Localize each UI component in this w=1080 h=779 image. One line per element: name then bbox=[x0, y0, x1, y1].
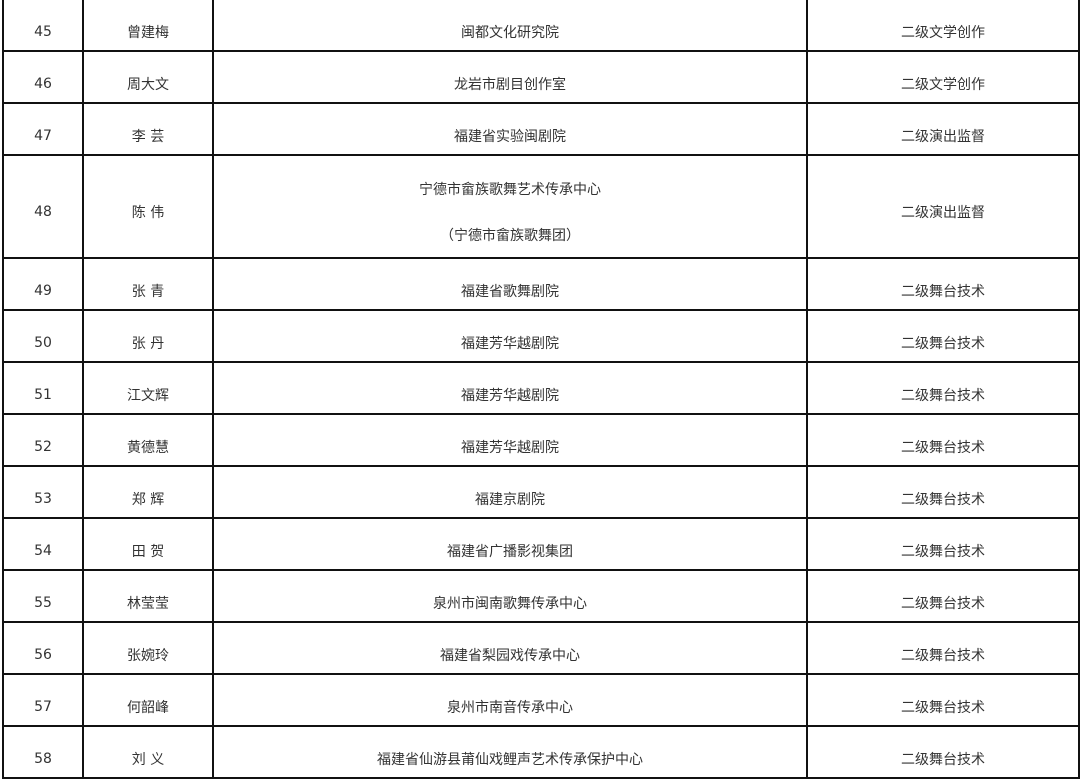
organization: 福建省仙游县莆仙戏鲤声艺术传承保护中心 bbox=[212, 725, 808, 779]
person-name: 黄德慧 bbox=[82, 413, 214, 467]
row-number: 53 bbox=[2, 465, 84, 519]
professional-title: 二级舞台技术 bbox=[806, 361, 1080, 415]
organization-line: 泉州市闽南歌舞传承中心 bbox=[433, 596, 587, 612]
person-name: 张 青 bbox=[82, 257, 214, 311]
row-number: 51 bbox=[2, 361, 84, 415]
person-name: 江文辉 bbox=[82, 361, 214, 415]
row-number: 47 bbox=[2, 102, 84, 156]
person-name: 林莹莹 bbox=[82, 569, 214, 623]
organization-line: 福建省仙游县莆仙戏鲤声艺术传承保护中心 bbox=[377, 752, 643, 768]
table-row: 55 林莹莹泉州市闽南歌舞传承中心 二级舞台技术 bbox=[2, 569, 1080, 623]
row-number: 56 bbox=[2, 621, 84, 675]
organization-line: 福建芳华越剧院 bbox=[461, 336, 559, 352]
organization-line: 福建芳华越剧院 bbox=[461, 440, 559, 456]
organization-line: 宁德市畲族歌舞艺术传承中心 bbox=[419, 181, 601, 198]
person-name: 陈 伟 bbox=[82, 154, 214, 259]
organization-line: 福建省广播影视集团 bbox=[447, 544, 573, 560]
person-name: 田 贺 bbox=[82, 517, 214, 571]
professional-title: 二级舞台技术 bbox=[806, 569, 1080, 623]
professional-title: 二级舞台技术 bbox=[806, 725, 1080, 779]
table-row: 45 曾建梅 闽都文化研究院 二级文学创作 bbox=[2, 0, 1080, 52]
person-name: 刘 义 bbox=[82, 725, 214, 779]
person-name: 张婉玲 bbox=[82, 621, 214, 675]
organization: 福建省广播影视集团 bbox=[212, 517, 808, 571]
organization-line: 福建省实验闽剧院 bbox=[454, 129, 566, 145]
row-number: 52 bbox=[2, 413, 84, 467]
professional-title: 二级舞台技术 bbox=[806, 465, 1080, 519]
organization: 龙岩市剧目创作室 bbox=[212, 50, 808, 104]
professional-title: 二级舞台技术 bbox=[806, 257, 1080, 311]
table-row: 53 郑 辉福建京剧院 二级舞台技术 bbox=[2, 465, 1080, 519]
organization: 福建省梨园戏传承中心 bbox=[212, 621, 808, 675]
row-number: 57 bbox=[2, 673, 84, 727]
organization: 福建芳华越剧院 bbox=[212, 309, 808, 363]
organization: 泉州市南音传承中心 bbox=[212, 673, 808, 727]
person-name: 张 丹 bbox=[82, 309, 214, 363]
professional-title: 二级演出监督 bbox=[806, 102, 1080, 156]
person-name: 周大文 bbox=[82, 50, 214, 104]
organization-line: 福建芳华越剧院 bbox=[461, 388, 559, 404]
table-row: 49 张 青福建省歌舞剧院 二级舞台技术 bbox=[2, 257, 1080, 311]
row-number: 55 bbox=[2, 569, 84, 623]
person-name: 李 芸 bbox=[82, 102, 214, 156]
professional-title: 二级演出监督 bbox=[806, 154, 1080, 259]
row-number: 45 bbox=[2, 0, 84, 52]
organization: 福建京剧院 bbox=[212, 465, 808, 519]
organization: 福建省实验闽剧院 bbox=[212, 102, 808, 156]
table-row: 48 陈 伟 宁德市畲族歌舞艺术传承中心 （宁德市畲族歌舞团） 二级演出监督 bbox=[2, 154, 1080, 259]
person-name: 郑 辉 bbox=[82, 465, 214, 519]
organization: 闽都文化研究院 bbox=[212, 0, 808, 52]
table-row: 58 刘 义福建省仙游县莆仙戏鲤声艺术传承保护中心 二级舞台技术 bbox=[2, 725, 1080, 779]
organization: 福建省歌舞剧院 bbox=[212, 257, 808, 311]
row-number: 49 bbox=[2, 257, 84, 311]
table-row: 54 田 贺福建省广播影视集团 二级舞台技术 bbox=[2, 517, 1080, 571]
organization: 泉州市闽南歌舞传承中心 bbox=[212, 569, 808, 623]
professional-title: 二级舞台技术 bbox=[806, 309, 1080, 363]
professional-title: 二级舞台技术 bbox=[806, 621, 1080, 675]
table-row: 47 李 芸福建省实验闽剧院 二级演出监督 bbox=[2, 102, 1080, 156]
organization-line: 闽都文化研究院 bbox=[461, 25, 559, 41]
table-row: 51 江文辉福建芳华越剧院 二级舞台技术 bbox=[2, 361, 1080, 415]
professional-title: 二级舞台技术 bbox=[806, 517, 1080, 571]
organization: 福建芳华越剧院 bbox=[212, 413, 808, 467]
organization-line: 福建京剧院 bbox=[475, 492, 545, 508]
table-row: 52 黄德慧福建芳华越剧院 二级舞台技术 bbox=[2, 413, 1080, 467]
person-name: 曾建梅 bbox=[82, 0, 214, 52]
row-number: 48 bbox=[2, 154, 84, 259]
professional-title: 二级文学创作 bbox=[806, 0, 1080, 52]
row-number: 50 bbox=[2, 309, 84, 363]
organization-line: 福建省梨园戏传承中心 bbox=[440, 648, 580, 664]
organization-line: 泉州市南音传承中心 bbox=[447, 700, 573, 716]
person-name: 何韶峰 bbox=[82, 673, 214, 727]
row-number: 58 bbox=[2, 725, 84, 779]
organization: 福建芳华越剧院 bbox=[212, 361, 808, 415]
row-number: 54 bbox=[2, 517, 84, 571]
table-row: 56 张婉玲福建省梨园戏传承中心 二级舞台技术 bbox=[2, 621, 1080, 675]
table-row: 50 张 丹福建芳华越剧院 二级舞台技术 bbox=[2, 309, 1080, 363]
professional-title: 二级文学创作 bbox=[806, 50, 1080, 104]
row-number: 46 bbox=[2, 50, 84, 104]
professional-title: 二级舞台技术 bbox=[806, 413, 1080, 467]
table-row: 57 何韶峰泉州市南音传承中心 二级舞台技术 bbox=[2, 673, 1080, 727]
organization-line: 龙岩市剧目创作室 bbox=[454, 77, 566, 93]
organization-line: （宁德市畲族歌舞团） bbox=[440, 227, 580, 244]
organization-line: 福建省歌舞剧院 bbox=[461, 284, 559, 300]
table-row: 46 周大文龙岩市剧目创作室 二级文学创作 bbox=[2, 50, 1080, 104]
professional-title: 二级舞台技术 bbox=[806, 673, 1080, 727]
organization: 宁德市畲族歌舞艺术传承中心 （宁德市畲族歌舞团） bbox=[212, 154, 808, 259]
